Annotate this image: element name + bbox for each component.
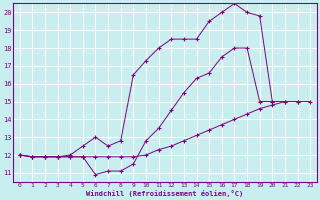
X-axis label: Windchill (Refroidissement éolien,°C): Windchill (Refroidissement éolien,°C) [86,190,244,197]
